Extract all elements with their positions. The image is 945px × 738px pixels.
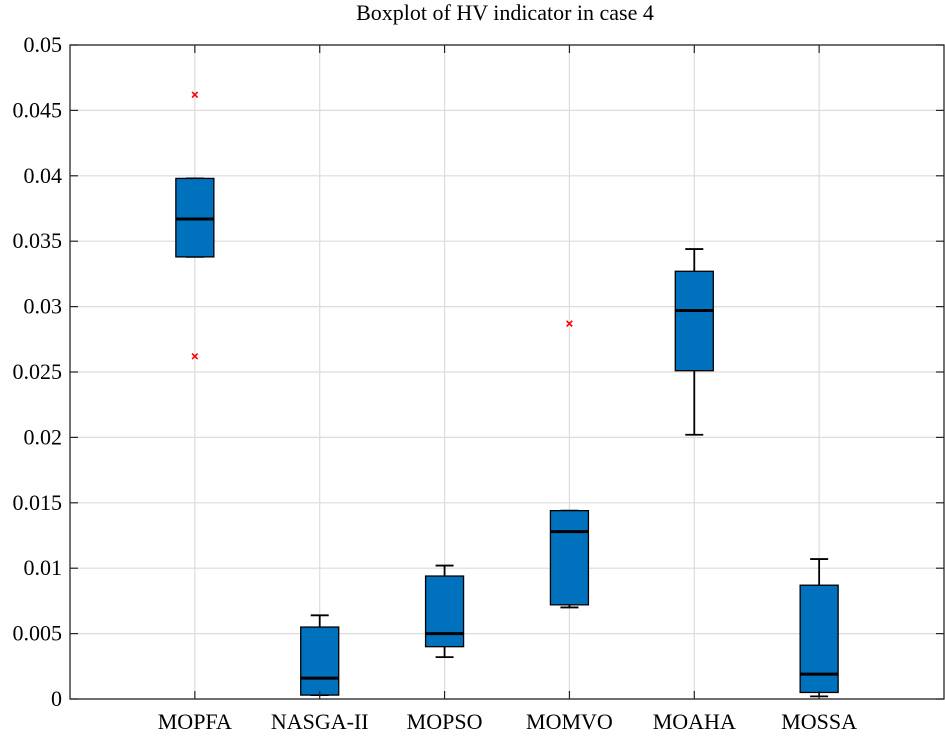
outlier-marker — [191, 91, 199, 99]
outlier-marker — [191, 352, 199, 360]
y-tick-label: 0.035 — [13, 228, 63, 253]
outlier-stroke — [191, 91, 199, 99]
chart-title: Boxplot of HV indicator in case 4 — [356, 0, 654, 25]
y-tick-label: 0.03 — [24, 294, 63, 319]
y-tick-label: 0.01 — [24, 555, 63, 580]
outlier-stroke — [191, 352, 199, 360]
y-tick-label: 0.02 — [24, 424, 63, 449]
x-tick-label: NASGA-II — [271, 709, 369, 733]
box-group-mopfa — [175, 91, 215, 360]
box — [549, 509, 590, 606]
box-group-momvo — [549, 320, 590, 609]
box-group-moaha — [674, 248, 714, 436]
y-tick-label: 0 — [51, 686, 62, 711]
x-tick-label: MOSSA — [781, 709, 857, 733]
box-layer — [175, 91, 839, 698]
box-group-nasga-ii — [300, 614, 340, 696]
outlier-stroke — [566, 320, 573, 327]
box — [674, 270, 714, 372]
box-group-mossa — [799, 558, 839, 698]
y-tick-label: 0.015 — [13, 490, 63, 515]
y-tick-label: 0.025 — [13, 359, 63, 384]
box — [424, 575, 465, 648]
x-tick-label: MOAHA — [653, 709, 736, 733]
box-group-mopso — [424, 564, 465, 659]
axis-layer: 0 0.005 0.01 0.015 0.02 0.025 0.03 0.035 0.04 0.0… — [13, 32, 945, 734]
box — [799, 584, 839, 694]
x-tick-label: MOPSO — [407, 709, 483, 733]
box — [300, 626, 340, 696]
y-tick-label: 0.005 — [13, 621, 63, 646]
x-tick-label: MOPFA — [158, 709, 232, 733]
y-tick-label: 0.05 — [24, 32, 63, 57]
y-tick-label: 0.04 — [24, 163, 63, 188]
outlier-marker — [566, 320, 573, 327]
y-tick-label: 0.045 — [13, 97, 63, 122]
x-tick-label: MOMVO — [526, 709, 613, 733]
